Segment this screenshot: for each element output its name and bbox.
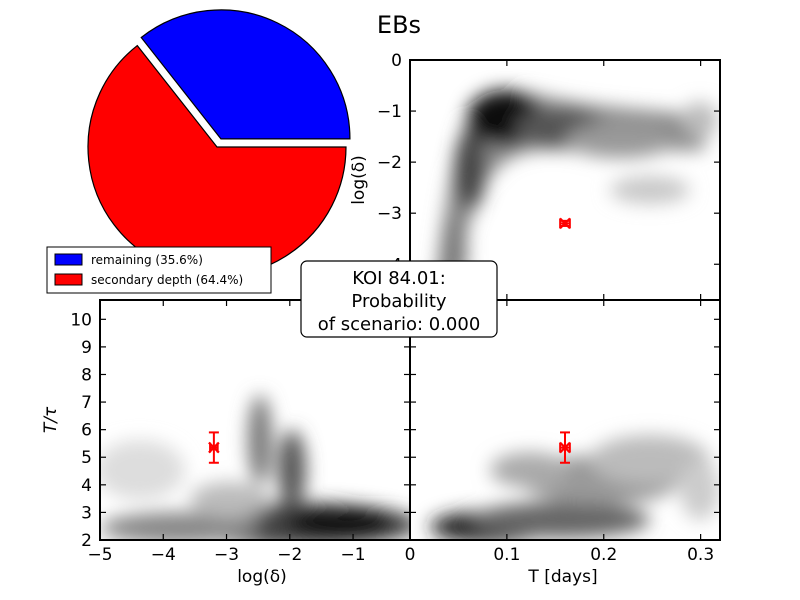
y-tick-label: −3 [377,204,402,224]
y-tick-label: 4 [81,476,92,496]
panel-logdelta-vs-duration: 0−1−2−3−4 log(δ) [349,51,721,301]
observed-point [559,441,571,454]
x-tick-label: −2 [277,545,302,565]
annotation-box [300,260,498,338]
probability-annotation: KOI 84.01: Probability of scenario: 0.00… [300,260,498,338]
legend-frame [46,246,272,294]
y-tick-label: 3 [81,503,92,523]
x-tick-label: 0.1 [493,545,520,565]
figure-title: EBs [377,11,421,39]
y-tick-label: −1 [377,102,402,122]
x-axis-label: T [days] [527,567,597,587]
y-axis-label: T/τ [41,406,61,433]
y-tick-label: 7 [81,393,92,413]
pie-chart [87,9,351,277]
y-tick-label: 5 [81,448,92,468]
x-tick-label: −3 [214,545,239,565]
x-tick-label: 0.3 [687,545,714,565]
panel-frame [409,299,721,541]
x-axis-label: log(δ) [237,567,287,587]
pie-slice-remaining [140,9,351,140]
observed-point [559,217,571,230]
y-tick-label: 10 [70,310,92,330]
y-axis-label: log(δ) [349,155,369,205]
y-tick-label: −2 [377,153,402,173]
annotation-line-3: of scenario: 0.000 [318,314,481,335]
observed-marker [208,431,220,464]
legend-label-remaining: remaining (35.6%) [91,253,203,267]
y-tick-label: 9 [81,338,92,358]
legend-swatch-remaining [54,253,83,266]
annotation-line-2: Probability [351,291,446,312]
x-tick-label: −5 [87,545,112,565]
observed-marker [559,217,571,230]
x-tick-label: 0.2 [590,545,617,565]
density-map [435,90,718,290]
panel-ticks: 0 0.1 0.2 0.3 [405,300,720,565]
observed-point [208,441,220,454]
y-tick-label: 2 [81,531,92,551]
x-tick-label: 0 [405,545,416,565]
panel-ratio-vs-duration: 0 0.1 0.2 0.3 T [days] [405,299,721,587]
annotation-line-1: KOI 84.01: [352,268,446,289]
observed-marker [559,431,571,464]
panel-ticks: 2 3 4 5 6 7 8 9 10 −5 −4 −3 −2 −1 [70,300,410,565]
legend-swatch-secondary-depth [54,273,83,286]
y-tick-label: 0 [391,51,402,71]
y-tick-label: 8 [81,365,92,385]
density-map [100,395,410,540]
y-tick-label: 6 [81,421,92,441]
panel-ratio-vs-logdelta: 2 3 4 5 6 7 8 9 10 −5 −4 −3 −2 −1 log(δ) T/τ [41,299,411,587]
x-tick-label: −4 [151,545,176,565]
density-map [430,435,720,540]
pie-legend: remaining (35.6%) secondary depth (64.4%… [46,246,272,294]
x-tick-label: −1 [341,545,366,565]
legend-label-secondary-depth: secondary depth (64.4%) [91,273,243,287]
